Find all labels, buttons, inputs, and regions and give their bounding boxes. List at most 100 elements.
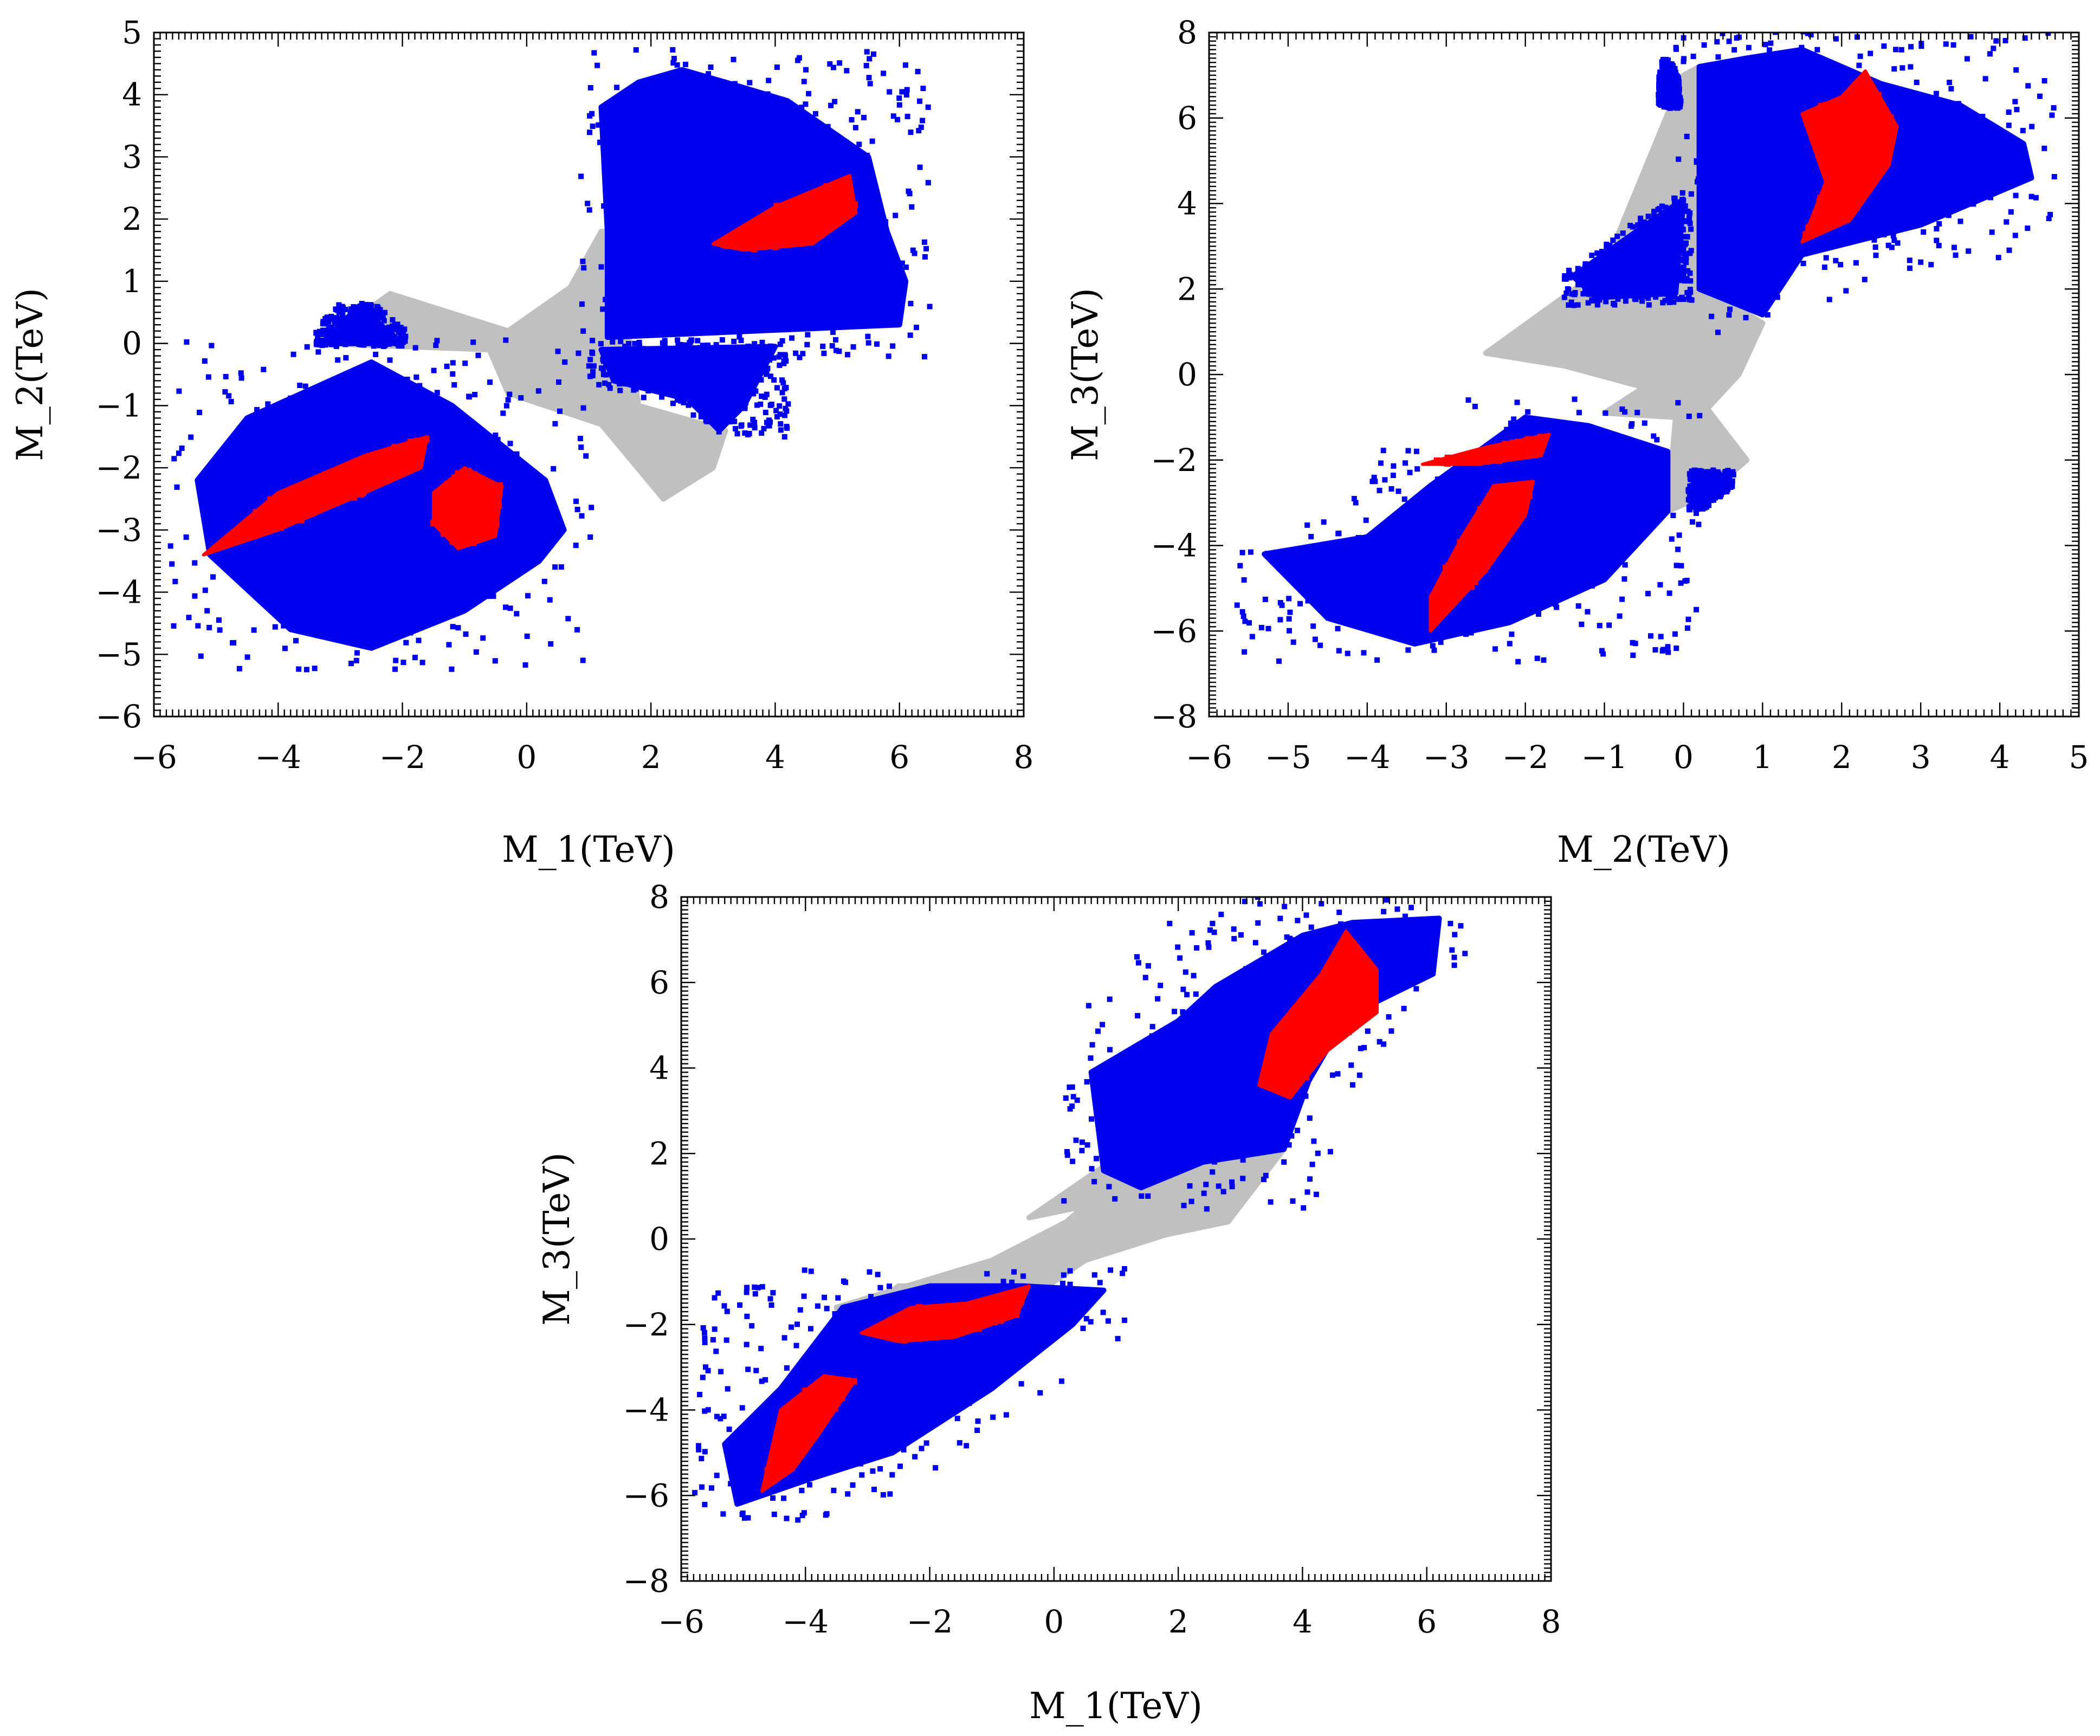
x-tick-label: −3	[1423, 739, 1470, 776]
red-point	[741, 240, 748, 247]
blue-point	[1508, 420, 1514, 426]
blue-point	[179, 446, 185, 451]
blue-point	[404, 377, 410, 382]
y-tick-label: −4	[623, 1392, 670, 1429]
blue-point	[925, 180, 931, 186]
blue-point	[1645, 591, 1651, 597]
red-point	[1271, 1035, 1278, 1042]
blue-point	[795, 1517, 801, 1523]
red-point	[1339, 1011, 1346, 1018]
red-point	[408, 438, 414, 445]
blue-point	[251, 627, 257, 633]
blue-point	[492, 658, 498, 664]
red-point	[751, 239, 758, 246]
blue-point	[820, 344, 826, 350]
red-point	[1502, 441, 1509, 448]
red-point	[1463, 547, 1470, 554]
blue-point	[1448, 920, 1453, 926]
blue-point	[1311, 1138, 1317, 1144]
red-point	[1855, 155, 1862, 162]
red-point	[492, 520, 499, 527]
blue-point	[431, 367, 437, 373]
blue-point	[1604, 244, 1610, 250]
red-point	[797, 1406, 804, 1413]
blue-point	[754, 402, 760, 408]
blue-point	[503, 604, 508, 610]
red-point	[1309, 1054, 1316, 1061]
y-tick-label: 3	[122, 138, 142, 175]
blue-point	[204, 608, 210, 614]
blue-point	[1679, 197, 1685, 203]
blue-point	[1390, 473, 1396, 478]
blue-point	[1305, 598, 1311, 604]
blue-point	[317, 328, 322, 334]
blue-point	[1210, 1169, 1216, 1175]
blue-point	[1252, 940, 1258, 946]
red-point	[1497, 506, 1504, 513]
red-point	[1445, 562, 1452, 569]
blue-point	[1600, 651, 1606, 657]
blue-point	[1431, 647, 1437, 653]
blue-point	[1122, 1266, 1127, 1272]
blue-point	[990, 1414, 996, 1420]
blue-point	[2046, 216, 2052, 222]
blue-point	[1218, 912, 1224, 918]
blue-point	[1714, 475, 1720, 481]
blue-point	[1688, 226, 1694, 232]
blue-region	[722, 1283, 1107, 1507]
blue-point	[1694, 606, 1700, 612]
blue-point	[599, 365, 604, 371]
blue-point	[806, 91, 812, 96]
red-point	[1347, 979, 1354, 986]
red-point	[1321, 997, 1328, 1004]
blue-point	[777, 411, 783, 417]
y-tick-label: 1	[122, 263, 142, 300]
red-point	[473, 509, 480, 517]
blue-point	[1774, 294, 1780, 300]
red-point	[266, 525, 273, 532]
red-point	[925, 1321, 932, 1328]
blue-point	[197, 409, 202, 415]
blue-point	[1621, 576, 1627, 582]
blue-point	[1335, 1071, 1341, 1077]
red-point	[337, 474, 344, 480]
blue-point	[1656, 100, 1662, 106]
blue-point	[726, 1427, 732, 1432]
red-point	[927, 1306, 934, 1313]
blue-point	[1277, 617, 1283, 623]
blue-point	[895, 117, 900, 122]
blue-point	[1435, 476, 1440, 482]
blue-point	[1658, 634, 1664, 640]
blue-point	[558, 564, 564, 570]
blue-point	[662, 340, 668, 346]
red-point	[956, 1312, 962, 1319]
blue-point	[833, 337, 838, 343]
blue-point	[2006, 247, 2012, 253]
y-tick-label: 0	[122, 325, 142, 362]
blue-point	[832, 1311, 838, 1317]
blue-point	[1662, 74, 1668, 80]
blue-point	[1617, 613, 1623, 619]
blue-point	[1262, 596, 1268, 602]
blue-point	[1371, 474, 1377, 480]
blue-point	[1308, 924, 1314, 930]
blue-point	[850, 344, 856, 350]
blue-point	[1369, 479, 1375, 485]
blue-point	[1991, 46, 1996, 51]
blue-point	[774, 64, 780, 70]
blue-point	[403, 640, 409, 646]
blue-point	[1167, 920, 1173, 926]
blue-point	[303, 667, 309, 673]
blue-point	[1918, 43, 1924, 49]
blue-point	[696, 1447, 702, 1453]
blue-point	[590, 350, 596, 356]
blue-point	[784, 424, 790, 429]
blue-point	[1684, 290, 1690, 295]
blue-point	[1061, 1272, 1067, 1278]
blue-point	[746, 344, 752, 350]
blue-point	[678, 342, 684, 347]
blue-point	[176, 388, 182, 394]
blue-point	[1993, 38, 1999, 44]
y-tick-label: −6	[1151, 612, 1198, 649]
blue-point	[1594, 302, 1600, 308]
